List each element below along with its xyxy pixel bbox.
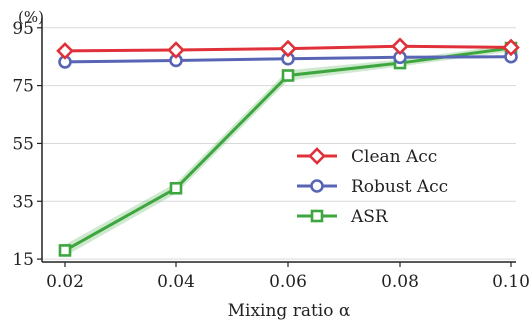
y-tick-label: 95 bbox=[12, 19, 34, 39]
legend-asr-marker bbox=[310, 209, 324, 223]
legend-clean-acc-marker bbox=[308, 147, 326, 165]
clean-acc-point bbox=[167, 41, 185, 59]
legend-robust-acc-marker bbox=[310, 179, 324, 193]
legend: Clean Acc Robust Acc ASR bbox=[297, 147, 448, 227]
asr-point bbox=[169, 181, 183, 195]
series-markers bbox=[56, 37, 520, 257]
x-tick-label: 0.08 bbox=[381, 272, 419, 292]
x-tick-label: 0.10 bbox=[492, 272, 530, 292]
clean-acc-point bbox=[391, 37, 409, 56]
tick-labels: 15 35 55 75 95 0.02 0.04 0.06 0.08 0.10 bbox=[12, 19, 530, 292]
legend-clean-acc-label: Clean Acc bbox=[351, 147, 437, 167]
y-tick-label: 35 bbox=[12, 192, 34, 212]
legend-robust-acc-label: Robust Acc bbox=[351, 177, 448, 197]
y-tick-label: 75 bbox=[12, 77, 34, 97]
x-tick-label: 0.02 bbox=[46, 272, 84, 292]
clean-acc-point bbox=[279, 39, 297, 58]
y-tick-label: 55 bbox=[12, 134, 34, 154]
x-tick-label: 0.06 bbox=[269, 272, 307, 292]
axes bbox=[37, 18, 516, 267]
asr-point bbox=[58, 244, 72, 257]
clean-acc-point bbox=[502, 38, 520, 57]
y-unit-label: (%) bbox=[18, 8, 44, 26]
clean-acc-point bbox=[56, 42, 74, 60]
y-tick-label: 15 bbox=[12, 250, 34, 270]
legend-asr-label: ASR bbox=[350, 207, 389, 227]
x-axis-title: Mixing ratio α bbox=[228, 301, 351, 321]
asr-point bbox=[281, 69, 295, 82]
x-tick-label: 0.04 bbox=[157, 272, 195, 292]
